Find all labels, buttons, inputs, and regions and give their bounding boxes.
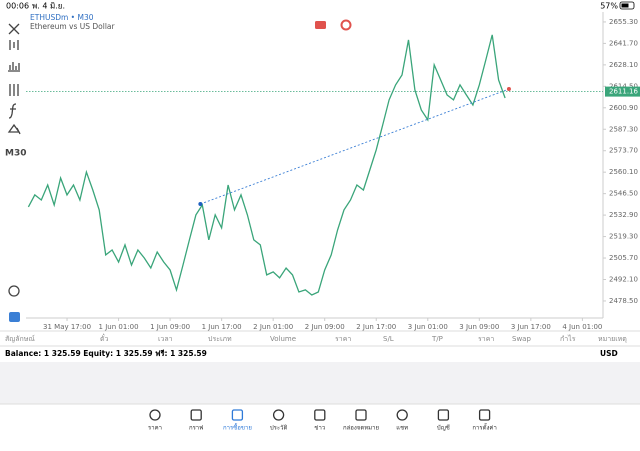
balance-currency: USD (600, 349, 618, 358)
tab-icon (437, 409, 450, 421)
flag-icon[interactable] (340, 19, 352, 31)
tab-icon (355, 409, 367, 421)
column-header: ราคา (478, 335, 494, 343)
status-battery: 57% (600, 2, 618, 11)
shape-tool[interactable] (7, 123, 21, 135)
y-tick-label: 2641.70 (609, 39, 638, 47)
tab-icon (272, 409, 285, 421)
x-tick-label: 1 Jun 01:00 (99, 323, 139, 331)
tab[interactable]: กล่องจดหมาย (343, 409, 379, 432)
tab[interactable]: กราฟ (189, 409, 203, 432)
x-tick-label: 2 Jun 01:00 (253, 323, 293, 331)
y-tick-label: 2505.70 (609, 254, 638, 262)
y-tick-label: 2614.50 (609, 82, 638, 90)
x-tick-label: 31 May 17:00 (43, 323, 91, 331)
app-logo[interactable] (9, 312, 20, 322)
column-header: สัญลักษณ์ (5, 335, 35, 343)
column-header: เวลา (158, 335, 173, 343)
y-tick-label: 2600.90 (609, 104, 638, 112)
chart-subtitle: Ethereum vs US Dollar (30, 22, 116, 31)
x-tick-label: 4 Jun 01:00 (562, 323, 602, 331)
column-header: S/L (383, 335, 394, 343)
tab-icon (314, 409, 326, 421)
y-tick-label: 2587.30 (609, 125, 638, 133)
tab-icon (231, 409, 244, 421)
tab-label: กล่องจดหมาย (343, 425, 379, 432)
battery-icon (619, 1, 635, 10)
column-header: ประเภท (208, 335, 232, 343)
price-line (27, 34, 506, 296)
tab-label: ข่าว (314, 425, 325, 432)
y-tick-label: 2628.10 (609, 61, 638, 69)
tab[interactable]: ราคา (148, 409, 162, 432)
x-tick-label: 3 Jun 01:00 (408, 323, 448, 331)
y-tick-label: 2532.90 (609, 211, 638, 219)
y-tick-label: 2546.50 (609, 190, 638, 198)
tab[interactable]: บัญชี (437, 409, 450, 432)
balance-summary: Balance: 1 325.59 Equity: 1 325.59 ฟรี: … (5, 349, 207, 358)
column-header: ราคา (335, 335, 351, 343)
tab-icon (396, 409, 408, 421)
y-tick-label: 2492.10 (609, 275, 638, 283)
tab[interactable]: การตั้งค่า (472, 409, 497, 432)
x-tick-label: 1 Jun 09:00 (150, 323, 190, 331)
trendline-start (198, 202, 203, 207)
tab[interactable]: แชท (396, 409, 408, 432)
flag-icon[interactable] (315, 21, 326, 29)
chart-title: ETHUSDm • M30 (30, 13, 94, 22)
indicator-tool[interactable] (9, 40, 19, 50)
column-header: กำไร (560, 334, 576, 343)
tab-label: แชท (396, 425, 408, 432)
zoom-tool[interactable] (8, 285, 20, 297)
y-tick-label: 2560.10 (609, 168, 638, 176)
tab[interactable]: การซื้อขาย (223, 409, 252, 432)
tab-label: บัญชี (437, 424, 450, 432)
tab-label: การซื้อขาย (223, 422, 252, 432)
objects-tool[interactable] (9, 84, 19, 96)
x-tick-label: 2 Jun 17:00 (356, 323, 396, 331)
trendline-end (506, 87, 511, 92)
current-price-label: 2611.16 (609, 88, 638, 96)
empty-area (0, 362, 640, 404)
trendline (200, 88, 510, 205)
function-tool[interactable] (8, 103, 17, 119)
tab-icon (190, 409, 202, 421)
left-toolbar (7, 23, 21, 297)
status-date: พ. 4 มิ.ย. (32, 2, 65, 11)
y-tick-label: 2478.50 (609, 297, 638, 305)
battery-level (621, 3, 629, 8)
current-price-tag (605, 86, 640, 97)
tab-icon (149, 409, 161, 421)
tab-label: ประวัติ (270, 425, 288, 432)
x-tick-label: 1 Jun 17:00 (202, 323, 242, 331)
tab-label: การตั้งค่า (472, 422, 496, 432)
column-header: Swap (512, 335, 531, 343)
column-header: หมายเหตุ (598, 335, 627, 343)
x-tick-label: 3 Jun 09:00 (459, 323, 499, 331)
tab-bar: ราคา กราฟ การซื้อขาย ประวัติ ข่าว กล่องจดหมาย… (148, 409, 497, 432)
status-time: 00:06 (6, 2, 29, 11)
tab-icon (478, 409, 491, 421)
y-tick-label: 2519.30 (609, 233, 638, 241)
column-header: ตั๋ว (100, 334, 109, 343)
tab-label: กราฟ (189, 425, 203, 432)
y-tick-label: 2655.30 (609, 18, 638, 26)
x-tick-label: 2 Jun 09:00 (305, 323, 345, 331)
chart-type-tool[interactable] (8, 62, 20, 72)
tab[interactable]: ประวัติ (270, 409, 288, 432)
x-tick-label: 3 Jun 17:00 (511, 323, 551, 331)
column-header: Volume (270, 335, 296, 343)
column-header: T/P (431, 335, 443, 343)
crosshair-tool[interactable] (8, 23, 20, 35)
tab-label: ราคา (148, 425, 162, 432)
y-tick-label: 2573.70 (609, 147, 638, 155)
tab[interactable]: ข่าว (314, 409, 326, 432)
timeframe[interactable]: M30 (5, 149, 26, 159)
